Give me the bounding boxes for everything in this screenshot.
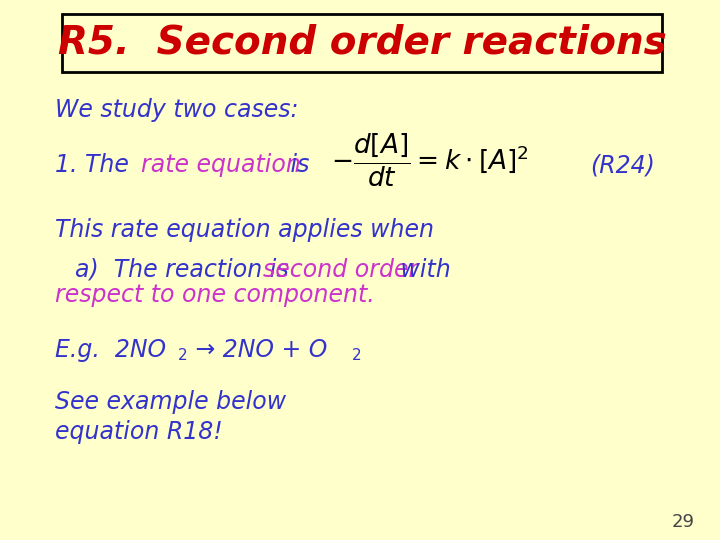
Text: with: with <box>393 258 451 282</box>
Text: → 2NO + O: → 2NO + O <box>188 338 328 362</box>
Text: R5.  Second order reactions: R5. Second order reactions <box>58 24 667 62</box>
Text: respect to one component.: respect to one component. <box>55 283 374 307</box>
Text: a)  The reaction is: a) The reaction is <box>75 258 296 282</box>
Text: See example below: See example below <box>55 390 286 414</box>
Text: (R24): (R24) <box>590 153 655 177</box>
Bar <box>62 14 662 72</box>
Text: E.g.  2NO: E.g. 2NO <box>55 338 166 362</box>
Text: 29: 29 <box>672 513 695 531</box>
Text: 2: 2 <box>178 348 188 362</box>
Text: $-\dfrac{d[A]}{dt} = k \cdot [A]^2$: $-\dfrac{d[A]}{dt} = k \cdot [A]^2$ <box>331 131 529 188</box>
Text: equation R18!: equation R18! <box>55 420 222 444</box>
Text: 2: 2 <box>352 348 361 362</box>
Text: This rate equation applies when: This rate equation applies when <box>55 218 434 242</box>
Text: second order: second order <box>263 258 418 282</box>
Text: rate equation: rate equation <box>141 153 301 177</box>
Text: is: is <box>283 153 310 177</box>
Text: 1. The: 1. The <box>55 153 136 177</box>
Text: We study two cases:: We study two cases: <box>55 98 299 122</box>
